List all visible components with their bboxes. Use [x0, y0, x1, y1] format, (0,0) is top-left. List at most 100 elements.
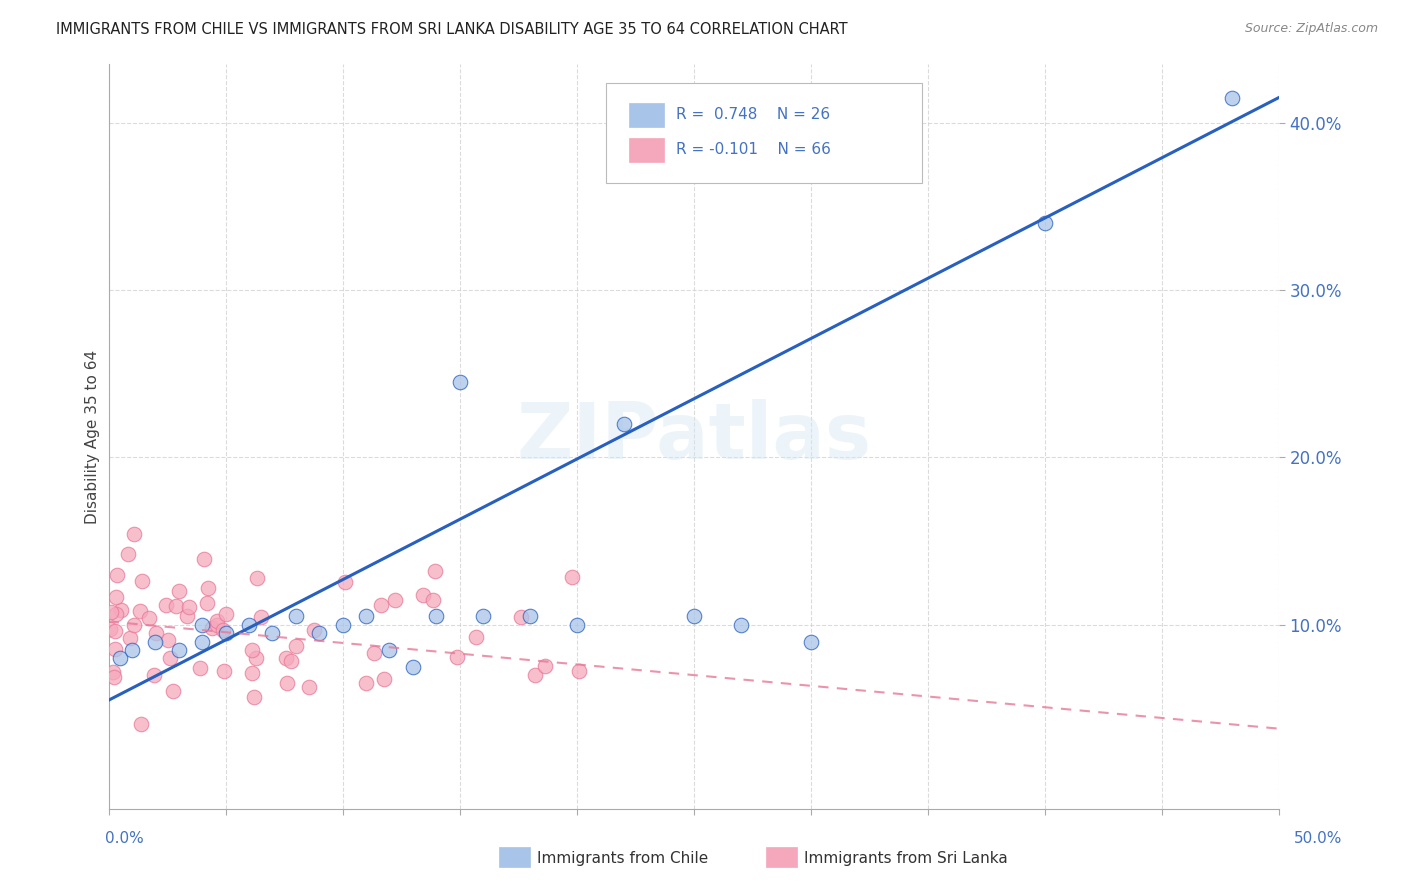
Point — [612, 417, 634, 431]
Point — [378, 643, 401, 657]
Point — [800, 634, 823, 648]
Point — [104, 607, 127, 621]
Point — [205, 618, 228, 632]
Point — [250, 610, 273, 624]
Point — [412, 588, 434, 602]
Point — [373, 672, 395, 686]
Point — [332, 618, 354, 632]
Point — [138, 611, 160, 625]
Point — [354, 676, 377, 690]
Point — [121, 643, 143, 657]
Point — [162, 684, 184, 698]
Point — [354, 609, 377, 624]
Point — [214, 607, 236, 621]
Point — [165, 599, 187, 613]
Point — [302, 623, 325, 637]
Point — [1033, 216, 1056, 230]
Point — [120, 631, 142, 645]
Point — [117, 547, 139, 561]
Text: Immigrants from Sri Lanka: Immigrants from Sri Lanka — [804, 851, 1008, 865]
Point — [370, 598, 392, 612]
Point — [167, 584, 190, 599]
Point — [284, 609, 307, 624]
Point — [238, 618, 260, 632]
Point — [274, 651, 297, 665]
Point — [191, 618, 214, 632]
Point — [422, 593, 444, 607]
Point — [245, 571, 267, 585]
Point — [446, 650, 468, 665]
Point — [1220, 90, 1243, 104]
Bar — [630, 137, 665, 162]
Point — [101, 665, 124, 680]
Point — [240, 642, 263, 657]
Point — [205, 614, 228, 628]
Point — [565, 618, 588, 632]
Point — [110, 603, 132, 617]
Point — [402, 659, 425, 673]
Point — [188, 661, 211, 675]
Point — [682, 609, 704, 624]
Point — [155, 598, 177, 612]
Point — [561, 570, 583, 584]
Point — [143, 668, 166, 682]
Point — [122, 618, 145, 632]
Point — [103, 670, 125, 684]
FancyBboxPatch shape — [606, 83, 922, 183]
Point — [177, 599, 200, 614]
Point — [105, 567, 128, 582]
Point — [195, 597, 218, 611]
Point — [131, 574, 153, 588]
Point — [284, 639, 307, 653]
Point — [425, 564, 447, 578]
Text: 50.0%: 50.0% — [1295, 831, 1343, 846]
Point — [243, 690, 266, 705]
Text: R = -0.101    N = 66: R = -0.101 N = 66 — [676, 142, 831, 157]
Point — [191, 634, 214, 648]
Point — [176, 609, 198, 624]
Text: Immigrants from Chile: Immigrants from Chile — [537, 851, 709, 865]
Point — [167, 643, 190, 657]
Point — [245, 651, 267, 665]
Point — [193, 552, 215, 566]
Point — [472, 609, 495, 624]
Point — [298, 680, 321, 694]
Point — [384, 592, 406, 607]
Point — [211, 623, 233, 637]
Point — [197, 581, 219, 595]
Point — [335, 574, 357, 589]
Point — [240, 666, 263, 681]
Point — [363, 646, 385, 660]
Point — [104, 624, 127, 639]
Point — [145, 634, 167, 648]
Point — [425, 609, 447, 624]
Text: R =  0.748    N = 26: R = 0.748 N = 26 — [676, 107, 831, 122]
Point — [568, 664, 591, 678]
Text: Source: ZipAtlas.com: Source: ZipAtlas.com — [1244, 22, 1378, 36]
Point — [128, 604, 150, 618]
Point — [122, 527, 145, 541]
Point — [523, 667, 546, 681]
Point — [214, 626, 236, 640]
Point — [200, 621, 222, 635]
Point — [280, 654, 302, 668]
Text: 0.0%: 0.0% — [105, 831, 145, 846]
Text: ZIPatlas: ZIPatlas — [516, 399, 872, 475]
Point — [104, 642, 127, 657]
Point — [308, 626, 330, 640]
Point — [534, 659, 557, 673]
Point — [730, 618, 752, 632]
Text: IMMIGRANTS FROM CHILE VS IMMIGRANTS FROM SRI LANKA DISABILITY AGE 35 TO 64 CORRE: IMMIGRANTS FROM CHILE VS IMMIGRANTS FROM… — [56, 22, 848, 37]
Point — [262, 626, 284, 640]
Point — [212, 664, 235, 678]
Point — [145, 625, 167, 640]
Point — [156, 632, 179, 647]
Point — [100, 606, 122, 620]
Y-axis label: Disability Age 35 to 64: Disability Age 35 to 64 — [86, 350, 100, 524]
Point — [464, 631, 486, 645]
Point — [509, 609, 531, 624]
Point — [519, 609, 541, 624]
Point — [110, 651, 132, 665]
Point — [98, 622, 121, 636]
Point — [159, 650, 181, 665]
